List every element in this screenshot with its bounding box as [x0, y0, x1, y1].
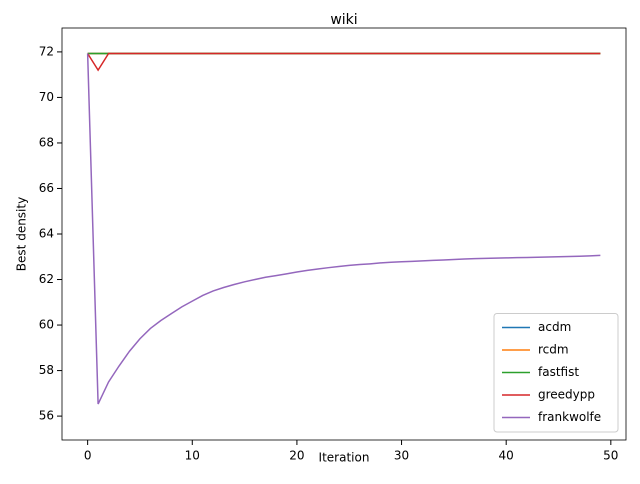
legend-label: greedypp: [538, 388, 595, 402]
y-tick-label: 62: [39, 272, 54, 286]
legend-label: fastfist: [538, 365, 579, 379]
legend-label: rcdm: [538, 343, 569, 357]
x-tick-label: 20: [289, 449, 304, 463]
legend-label: acdm: [538, 320, 571, 334]
x-tick-label: 50: [603, 449, 618, 463]
legend-box: [493, 313, 619, 433]
y-tick-label: 56: [39, 409, 54, 423]
x-tick-label: 40: [499, 449, 514, 463]
axes-frame: [61, 27, 627, 441]
y-tick-label: 58: [39, 363, 54, 377]
y-tick-label: 64: [39, 227, 54, 241]
chart-title: wiki: [330, 12, 357, 28]
y-tick-label: 68: [39, 135, 54, 149]
x-axis-label: Iteration: [319, 451, 370, 465]
y-tick-label: 60: [39, 318, 54, 332]
series-line: [86, 53, 601, 405]
legend-label: frankwolfe: [538, 410, 601, 424]
x-tick-label: 0: [84, 449, 92, 463]
y-tick-label: 72: [39, 44, 54, 58]
y-tick-label: 66: [39, 181, 54, 195]
y-axis-label: Best density: [15, 197, 29, 271]
y-tick-label: 70: [39, 90, 54, 104]
series-line: [87, 52, 601, 72]
x-tick-label: 30: [394, 449, 409, 463]
x-tick-label: 10: [185, 449, 200, 463]
